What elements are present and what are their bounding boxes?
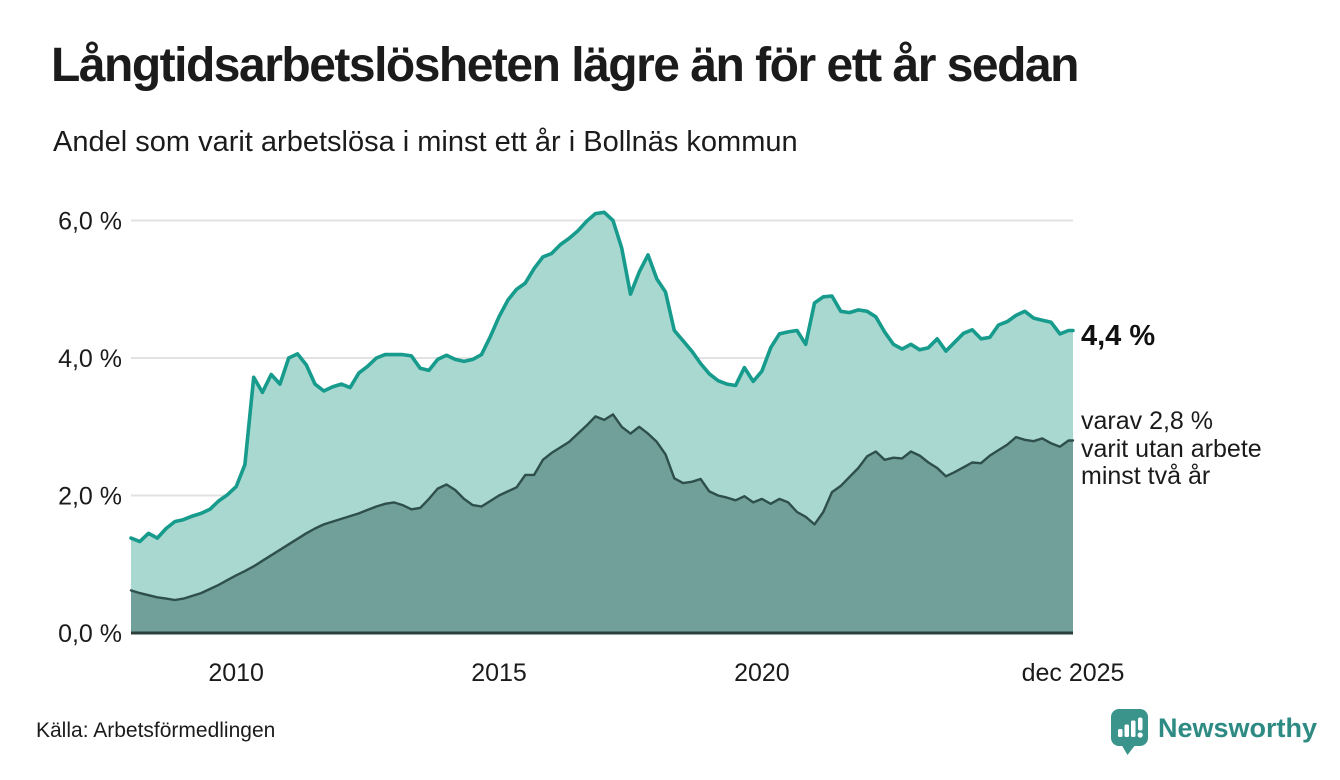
x-tick-label: dec 2025 [1022, 659, 1125, 687]
newsworthy-logo: Newsworthy [1110, 708, 1317, 756]
latest-value-label: 4,4 % [1081, 320, 1156, 352]
area-at-least-two-years [131, 414, 1073, 633]
x-tick-label: 2015 [471, 659, 527, 687]
page-subtitle: Andel som varit arbetslösa i minst ett å… [53, 126, 798, 158]
line-at-least-one-year [129, 210, 1075, 544]
y-tick-label: 2,0 % [58, 483, 122, 511]
secondary-annotation-line1: varav 2,8 % [1081, 407, 1214, 435]
y-tick-label: 4,0 % [58, 345, 122, 373]
secondary-annotation-line3: minst två år [1081, 462, 1211, 490]
page-title: Långtidsarbetslösheten lägre än för ett … [51, 39, 1079, 92]
y-tick-label: 0,0 % [58, 620, 122, 648]
y-tick-label: 6,0 % [58, 208, 122, 236]
brand-name: Newsworthy [1158, 713, 1318, 743]
x-tick-label: 2010 [208, 659, 264, 687]
source-attribution: Källa: Arbetsförmedlingen [36, 719, 276, 742]
secondary-annotation-line2: varit utan arbete [1081, 434, 1262, 463]
secondary-series-annotation: varav 2,8 % varit utan arbete minst två … [1081, 407, 1262, 491]
x-tick-label: 2020 [734, 659, 790, 687]
line-at-least-two-years [129, 413, 1075, 602]
newsworthy-bubble-chart-icon [1111, 709, 1148, 755]
